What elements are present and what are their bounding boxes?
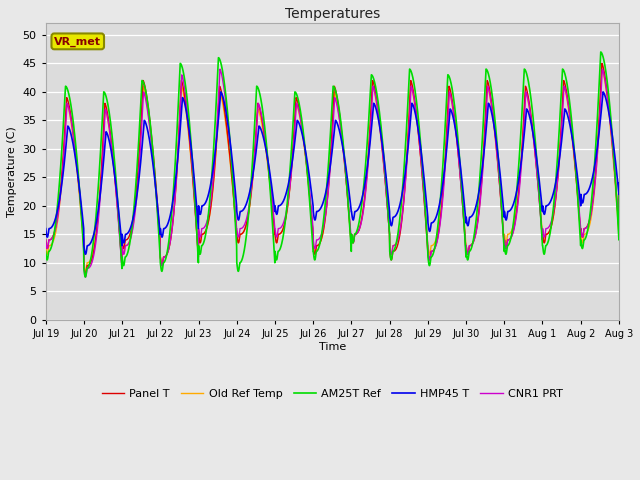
Line: AM25T Ref: AM25T Ref	[45, 52, 640, 277]
CNR1 PRT	[484, 84, 492, 90]
Y-axis label: Temperature (C): Temperature (C)	[7, 126, 17, 217]
Panel T	[431, 246, 438, 252]
Old Ref Temp	[560, 84, 568, 89]
Panel T	[636, 55, 640, 60]
X-axis label: Time: Time	[319, 342, 346, 351]
HMP45 T	[524, 107, 531, 112]
Panel T	[560, 78, 568, 84]
Panel T	[42, 237, 49, 243]
Legend: Panel T, Old Ref Temp, AM25T Ref, HMP45 T, CNR1 PRT: Panel T, Old Ref Temp, AM25T Ref, HMP45 …	[97, 384, 568, 403]
CNR1 PRT	[81, 274, 89, 280]
HMP45 T	[431, 218, 438, 224]
Line: Old Ref Temp: Old Ref Temp	[45, 63, 640, 271]
Old Ref Temp	[167, 234, 175, 240]
AM25T Ref	[560, 68, 568, 74]
Old Ref Temp	[636, 60, 640, 66]
CNR1 PRT	[431, 247, 438, 252]
AM25T Ref	[81, 274, 89, 280]
Old Ref Temp	[42, 243, 49, 249]
CNR1 PRT	[42, 237, 49, 243]
Line: Panel T: Panel T	[45, 58, 640, 274]
AM25T Ref	[167, 217, 175, 223]
Old Ref Temp	[81, 268, 89, 274]
Title: Temperatures: Temperatures	[285, 7, 380, 21]
Old Ref Temp	[431, 241, 438, 247]
HMP45 T	[42, 226, 49, 231]
AM25T Ref	[431, 247, 438, 253]
Old Ref Temp	[484, 86, 492, 92]
Panel T	[484, 80, 492, 86]
Panel T	[524, 89, 531, 95]
AM25T Ref	[635, 49, 640, 55]
Panel T	[167, 233, 175, 239]
CNR1 PRT	[637, 60, 640, 66]
Old Ref Temp	[524, 94, 531, 100]
AM25T Ref	[484, 70, 492, 76]
HMP45 T	[167, 209, 175, 215]
HMP45 T	[560, 115, 568, 121]
Line: CNR1 PRT: CNR1 PRT	[45, 63, 640, 277]
Text: VR_met: VR_met	[54, 36, 101, 47]
Panel T	[81, 271, 89, 277]
CNR1 PRT	[524, 93, 531, 98]
HMP45 T	[484, 101, 492, 107]
AM25T Ref	[42, 249, 49, 254]
CNR1 PRT	[167, 234, 175, 240]
HMP45 T	[82, 252, 90, 257]
CNR1 PRT	[560, 85, 568, 91]
Line: HMP45 T: HMP45 T	[45, 92, 640, 254]
HMP45 T	[637, 89, 640, 95]
AM25T Ref	[524, 73, 531, 79]
